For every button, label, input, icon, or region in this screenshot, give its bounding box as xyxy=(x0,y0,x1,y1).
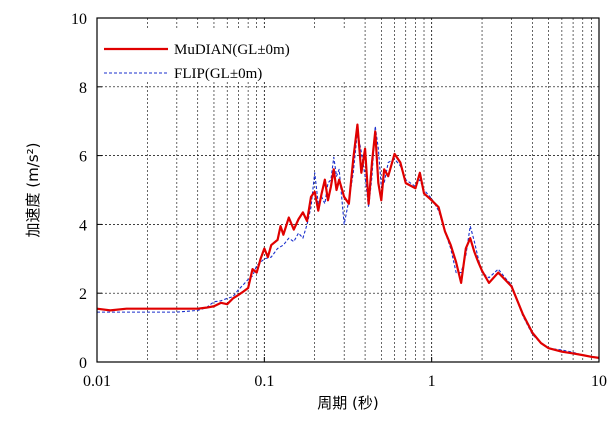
series-line-flip xyxy=(97,125,600,359)
y-tick-label: 10 xyxy=(71,11,87,28)
y-axis-title: 加速度 (m/s²) xyxy=(24,143,42,238)
plot-frame xyxy=(96,17,600,363)
x-tick-label: 10 xyxy=(591,373,607,390)
x-axis-ticks: 0.01 0.1 1 10 xyxy=(83,357,607,390)
y-tick-label: 0 xyxy=(79,355,87,372)
series-layer xyxy=(96,123,600,359)
y-tick-label: 6 xyxy=(79,149,87,166)
legend-label-mudian: MuDIAN(GL±0m) xyxy=(174,42,290,58)
series-line-mudian xyxy=(96,123,600,359)
legend-background xyxy=(100,30,362,82)
legend: MuDIAN(GL±0m) FLIP(GL±0m) xyxy=(100,30,362,82)
y-tick-label: 2 xyxy=(79,286,87,303)
x-axis-title: 周期 (秒) xyxy=(317,394,378,412)
x-tick-label: 0.01 xyxy=(83,373,111,390)
y-tick-label: 8 xyxy=(79,80,87,97)
x-tick-label: 0.1 xyxy=(254,373,274,390)
x-tick-label: 1 xyxy=(428,373,436,390)
y-tick-label: 4 xyxy=(79,217,87,234)
legend-label-flip: FLIP(GL±0m) xyxy=(174,66,262,82)
y-axis-ticks: 0 2 4 6 8 10 xyxy=(71,11,102,372)
